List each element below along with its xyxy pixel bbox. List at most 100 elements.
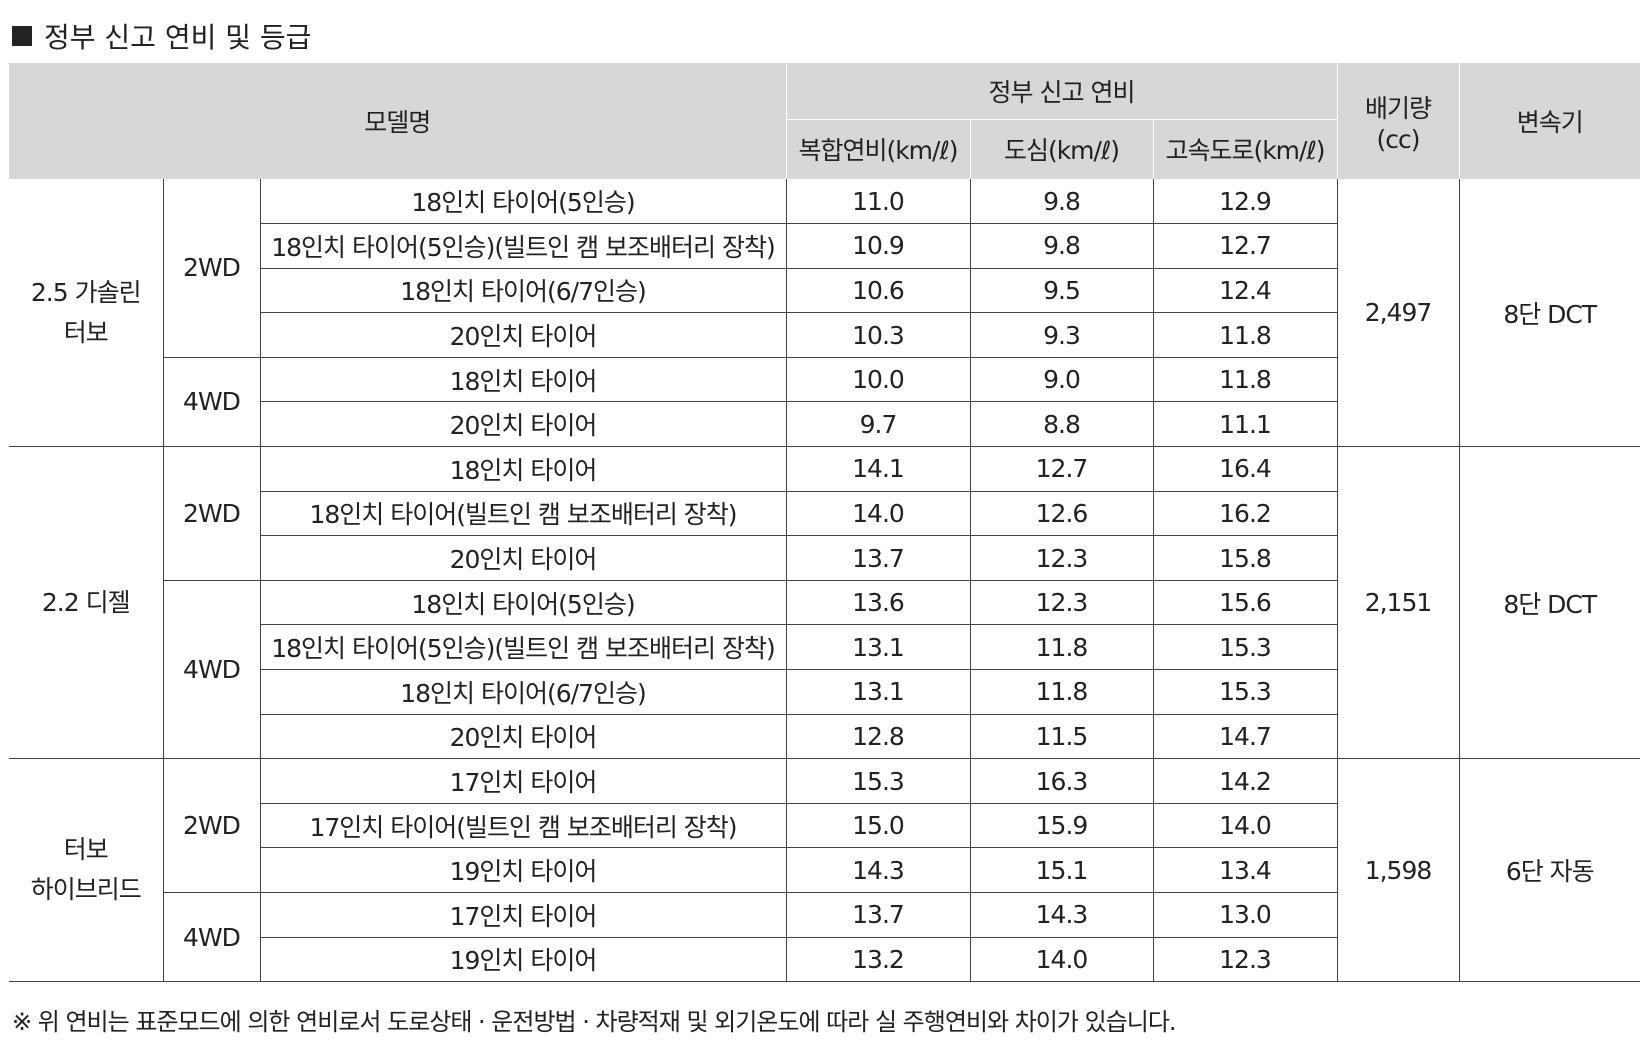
city-cell: 15.9 bbox=[969, 803, 1153, 849]
combined-cell: 14.1 bbox=[785, 446, 970, 492]
combined-cell: 14.0 bbox=[785, 491, 970, 537]
header-displacement: 배기량 (cc) bbox=[1336, 63, 1459, 179]
transmission-cell: 8단 DCT bbox=[1458, 446, 1640, 760]
square-bullet-icon bbox=[12, 26, 32, 46]
footnote: ※ 위 연비는 표준모드에 의한 연비로서 도로상태 · 운전방법 · 차량적재… bbox=[12, 1008, 1177, 1036]
city-cell: 12.7 bbox=[969, 446, 1153, 492]
table-row: 20인치 타이어 12.8 11.5 14.7 bbox=[9, 714, 1640, 760]
tire-cell: 19인치 타이어 bbox=[259, 847, 786, 893]
combined-cell: 10.6 bbox=[785, 268, 970, 314]
highway-cell: 14.7 bbox=[1152, 714, 1337, 760]
city-cell: 14.0 bbox=[969, 937, 1153, 983]
table-row: 2.2 디젤 2WD 18인치 타이어 14.1 12.7 16.4 2,151 8단 DCT bbox=[9, 446, 1640, 760]
tire-cell: 19인치 타이어 bbox=[259, 937, 786, 983]
table-row: 18인치 타이어(5인승)(빌트인 캠 보조배터리 장착) 10.9 9.8 12.7 bbox=[9, 223, 1640, 269]
table-row: 18인치 타이어(6/7인승) 13.1 11.8 15.3 bbox=[9, 669, 1640, 715]
city-cell: 9.5 bbox=[969, 268, 1153, 314]
tire-cell: 20인치 타이어 bbox=[259, 312, 786, 358]
table-row: 20인치 타이어 13.7 12.3 15.8 bbox=[9, 535, 1640, 581]
table-row: 4WD 18인치 타이어(5인승) 13.6 12.3 15.6 bbox=[9, 580, 1640, 760]
combined-cell: 12.8 bbox=[785, 714, 970, 760]
tire-cell: 18인치 타이어(6/7인승) bbox=[259, 669, 786, 715]
city-cell: 9.8 bbox=[969, 223, 1153, 269]
displacement-cell: 2,151 bbox=[1336, 446, 1459, 760]
combined-cell: 10.0 bbox=[785, 357, 970, 403]
highway-cell: 13.4 bbox=[1152, 847, 1337, 893]
combined-cell: 13.7 bbox=[785, 535, 970, 581]
city-cell: 9.0 bbox=[969, 357, 1153, 403]
table-row: 18인치 타이어(6/7인승) 10.6 9.5 12.4 bbox=[9, 268, 1640, 314]
city-cell: 8.8 bbox=[969, 401, 1153, 448]
fuel-economy-table: 모델명 정부 신고 연비 배기량 (cc) 변속기 복합연비(km/ℓ) 도심(k… bbox=[9, 63, 1640, 983]
engine-cell: 2.5 가솔린 터보 bbox=[9, 179, 163, 448]
city-cell: 9.8 bbox=[969, 179, 1153, 225]
combined-cell: 13.7 bbox=[785, 892, 970, 938]
table-row: 2.5 가솔린 터보 2WD 18인치 타이어(5인승) 11.0 9.8 12.9 2,49… bbox=[9, 179, 1640, 448]
tire-cell: 18인치 타이어(5인승) bbox=[259, 580, 786, 626]
highway-cell: 15.3 bbox=[1152, 624, 1337, 671]
highway-cell: 16.4 bbox=[1152, 446, 1337, 492]
table-row: 20인치 타이어 9.7 8.8 11.1 bbox=[9, 401, 1640, 448]
city-cell: 12.3 bbox=[969, 535, 1153, 581]
city-cell: 9.3 bbox=[969, 312, 1153, 358]
city-cell: 12.3 bbox=[969, 580, 1153, 626]
highway-cell: 11.8 bbox=[1152, 357, 1337, 403]
drive-cell: 2WD bbox=[162, 179, 260, 358]
highway-cell: 11.8 bbox=[1152, 312, 1337, 358]
table-header: 모델명 정부 신고 연비 배기량 (cc) 변속기 복합연비(km/ℓ) 도심(k… bbox=[9, 63, 1640, 179]
highway-cell: 12.4 bbox=[1152, 268, 1337, 314]
table-row: 터보 하이브리드 2WD 17인치 타이어 15.3 16.3 14.2 1,598 6단 자동 bbox=[9, 758, 1640, 983]
drive-cell: 4WD bbox=[162, 580, 260, 760]
drive-cell: 2WD bbox=[162, 758, 260, 893]
highway-cell: 12.7 bbox=[1152, 223, 1337, 269]
city-cell: 11.8 bbox=[969, 624, 1153, 671]
combined-cell: 13.1 bbox=[785, 669, 970, 715]
tire-cell: 18인치 타이어(5인승)(빌트인 캠 보조배터리 장착) bbox=[259, 624, 786, 671]
highway-cell: 15.6 bbox=[1152, 580, 1337, 626]
city-cell: 11.5 bbox=[969, 714, 1153, 760]
table-body: 2.5 가솔린 터보 2WD 18인치 타이어(5인승) 11.0 9.8 12.9 2,49… bbox=[9, 179, 1640, 983]
combined-cell: 14.3 bbox=[785, 847, 970, 893]
table-row: 17인치 타이어(빌트인 캠 보조배터리 장착) 15.0 15.9 14.0 bbox=[9, 803, 1640, 849]
city-cell: 12.6 bbox=[969, 491, 1153, 537]
table-row: 4WD 17인치 타이어 13.7 14.3 13.0 bbox=[9, 892, 1640, 983]
combined-cell: 11.0 bbox=[785, 179, 970, 225]
header-highway: 고속도로(km/ℓ) bbox=[1152, 119, 1337, 179]
highway-cell: 14.0 bbox=[1152, 803, 1337, 849]
engine-cell: 터보 하이브리드 bbox=[9, 758, 163, 983]
transmission-cell: 8단 DCT bbox=[1458, 179, 1640, 448]
header-fuel-group: 정부 신고 연비 bbox=[785, 63, 1337, 120]
tire-cell: 18인치 타이어 bbox=[259, 357, 786, 403]
combined-cell: 13.1 bbox=[785, 624, 970, 671]
tire-cell: 18인치 타이어(5인승)(빌트인 캠 보조배터리 장착) bbox=[259, 223, 786, 269]
combined-cell: 10.3 bbox=[785, 312, 970, 358]
header-city: 도심(km/ℓ) bbox=[969, 119, 1153, 179]
combined-cell: 9.7 bbox=[785, 401, 970, 448]
tire-cell: 18인치 타이어(6/7인승) bbox=[259, 268, 786, 314]
tire-cell: 20인치 타이어 bbox=[259, 714, 786, 760]
table-row: 20인치 타이어 10.3 9.3 11.8 bbox=[9, 312, 1640, 358]
header-combined: 복합연비(km/ℓ) bbox=[785, 119, 970, 179]
tire-cell: 18인치 타이어(5인승) bbox=[259, 179, 786, 225]
highway-cell: 11.1 bbox=[1152, 401, 1337, 448]
tire-cell: 17인치 타이어 bbox=[259, 892, 786, 938]
combined-cell: 15.0 bbox=[785, 803, 970, 849]
drive-cell: 4WD bbox=[162, 357, 260, 448]
highway-cell: 12.9 bbox=[1152, 179, 1337, 225]
highway-cell: 15.8 bbox=[1152, 535, 1337, 581]
table-row: 19인치 타이어 14.3 15.1 13.4 bbox=[9, 847, 1640, 893]
city-cell: 11.8 bbox=[969, 669, 1153, 715]
combined-cell: 10.9 bbox=[785, 223, 970, 269]
highway-cell: 13.0 bbox=[1152, 892, 1337, 938]
tire-cell: 18인치 타이어(빌트인 캠 보조배터리 장착) bbox=[259, 491, 786, 537]
section-title-text: 정부 신고 연비 및 등급 bbox=[44, 21, 312, 54]
city-cell: 14.3 bbox=[969, 892, 1153, 938]
table-row: 19인치 타이어 13.2 14.0 12.3 bbox=[9, 937, 1640, 983]
table-row: 4WD 18인치 타이어 10.0 9.0 11.8 bbox=[9, 357, 1640, 448]
transmission-cell: 6단 자동 bbox=[1458, 758, 1640, 983]
combined-cell: 13.2 bbox=[785, 937, 970, 983]
tire-cell: 17인치 타이어 bbox=[259, 758, 786, 804]
city-cell: 16.3 bbox=[969, 758, 1153, 804]
section-title: 정부 신고 연비 및 등급 bbox=[12, 16, 311, 56]
displacement-cell: 1,598 bbox=[1336, 758, 1459, 983]
